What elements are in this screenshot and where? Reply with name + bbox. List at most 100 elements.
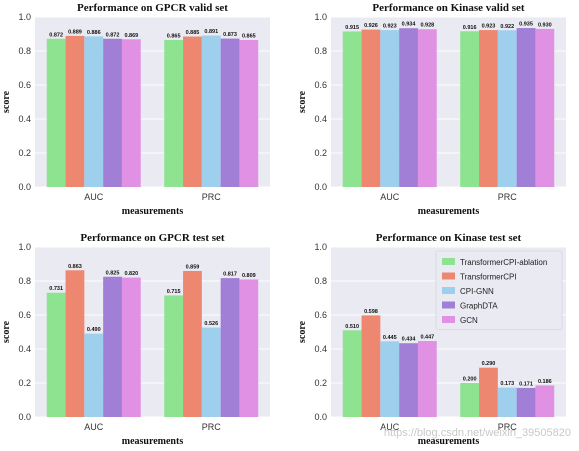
data-label: 0.934 xyxy=(402,22,417,28)
chart-2: 0.00.20.40.60.81.00.915 0.926 0.923 0.934 0.… xyxy=(297,2,566,217)
bar xyxy=(46,38,66,188)
data-label: 0.510 xyxy=(345,324,359,330)
bar xyxy=(164,295,184,417)
data-label: 0.865 xyxy=(167,33,181,39)
x-tick-label: AUC xyxy=(84,422,104,432)
bar xyxy=(516,387,536,417)
data-label: 0.923 xyxy=(482,24,496,30)
data-label: 0.916 xyxy=(463,25,477,31)
legend-label: TransformerCPI xyxy=(460,273,517,282)
y-tick-label: 0.4 xyxy=(314,344,327,354)
bar xyxy=(201,35,221,187)
bar xyxy=(535,28,555,188)
data-label: 0.434 xyxy=(402,337,417,343)
y-tick-label: 0.0 xyxy=(314,412,327,422)
y-axis-label: score xyxy=(297,90,308,113)
data-label: 0.935 xyxy=(519,22,533,28)
bar xyxy=(417,341,437,417)
bar xyxy=(103,276,122,417)
y-tick-label: 0.0 xyxy=(18,412,31,422)
bar xyxy=(239,279,259,417)
x-tick-label: PRC xyxy=(498,422,518,432)
bar xyxy=(46,292,66,417)
y-tick-label: 0.4 xyxy=(18,114,31,124)
x-axis-label: measurements xyxy=(122,436,184,447)
data-label: 0.926 xyxy=(364,23,378,29)
x-tick-label: AUC xyxy=(84,192,104,202)
y-tick-label: 0.6 xyxy=(314,80,327,90)
data-label: 0.598 xyxy=(364,309,378,315)
bar xyxy=(361,315,381,417)
legend-swatch xyxy=(442,301,455,309)
data-label: 0.809 xyxy=(242,273,256,279)
bar xyxy=(460,31,480,188)
y-tick-label: 0.4 xyxy=(18,344,31,354)
y-tick-label: 0.6 xyxy=(18,80,31,90)
chart-title: Performance on GPCR valid set xyxy=(77,2,228,14)
y-tick-label: 1.0 xyxy=(18,12,31,22)
data-label: 0.173 xyxy=(500,381,514,387)
chart-title: Performance on Kinase valid set xyxy=(372,2,524,14)
y-tick-label: 0.4 xyxy=(314,114,327,124)
data-label: 0.859 xyxy=(186,264,200,270)
bar xyxy=(399,28,418,187)
legend: TransformerCPI-ablation TransformerCPI CPI… xyxy=(435,250,563,330)
data-label: 0.825 xyxy=(106,270,120,276)
bar xyxy=(342,330,362,417)
bar xyxy=(460,383,480,417)
y-tick-label: 0.8 xyxy=(314,276,327,286)
chart-3: 0.0 0.2 0.4 0.6 0.8 1.0 0.731 0.863 0.490 0.825 0.… xyxy=(1,232,270,447)
bar xyxy=(65,270,85,417)
bar xyxy=(361,29,381,187)
data-label: 0.290 xyxy=(482,361,496,367)
bar xyxy=(479,30,498,188)
legend-label: CPI-GNN xyxy=(460,287,494,296)
y-tick-label: 0.8 xyxy=(18,276,31,286)
data-label: 0.200 xyxy=(463,377,477,383)
data-label: 0.915 xyxy=(345,25,359,31)
x-tick-label: PRC xyxy=(498,192,518,202)
legend-label: TransformerCPI-ablation xyxy=(460,258,547,267)
chart-title: Performance on Kinase test set xyxy=(376,232,522,244)
data-label: 0.817 xyxy=(223,272,237,278)
bar xyxy=(121,277,141,417)
data-label: 0.922 xyxy=(500,24,514,30)
data-label: 0.891 xyxy=(204,29,218,35)
chart-title: Performance on GPCR test set xyxy=(80,232,225,244)
data-label: 0.865 xyxy=(242,33,256,39)
data-label: 0.715 xyxy=(167,289,181,295)
data-label: 0.445 xyxy=(383,335,397,341)
bar xyxy=(516,28,536,187)
x-tick-label: PRC xyxy=(202,192,222,202)
bar xyxy=(65,35,85,188)
data-label: 0.930 xyxy=(538,22,552,28)
bar xyxy=(497,30,517,188)
y-tick-label: 0.2 xyxy=(18,148,31,158)
x-axis-label: measurements xyxy=(418,436,480,447)
y-tick-label: 0.8 xyxy=(314,46,327,56)
bar xyxy=(84,36,104,187)
y-tick-label: 1.0 xyxy=(18,242,31,252)
legend-swatch xyxy=(442,287,455,294)
x-tick-label: AUC xyxy=(380,192,400,202)
bar xyxy=(183,36,202,187)
data-label: 0.447 xyxy=(420,335,434,341)
bar xyxy=(479,367,498,417)
x-axis-label: measurements xyxy=(122,206,184,217)
bar xyxy=(103,38,122,188)
bar xyxy=(183,270,202,417)
bar xyxy=(220,278,240,417)
legend-box xyxy=(435,250,563,330)
data-label: 0.490 xyxy=(87,327,101,333)
legend-label: GCN xyxy=(460,316,478,325)
bar xyxy=(380,341,400,417)
data-label: 0.731 xyxy=(49,286,63,292)
x-tick-label: PRC xyxy=(202,422,222,432)
data-label: 0.869 xyxy=(124,33,138,39)
bar xyxy=(535,385,555,417)
bar xyxy=(239,39,259,188)
y-tick-label: 0.2 xyxy=(18,378,31,388)
data-label: 0.923 xyxy=(383,24,397,30)
